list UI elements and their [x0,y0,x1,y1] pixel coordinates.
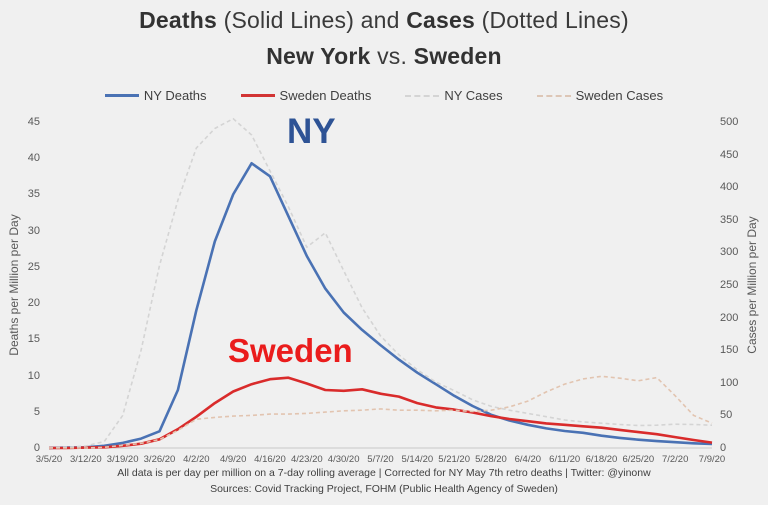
axis-tick-label: 5 [33,405,40,418]
legend-item-ny-deaths: NY Deaths [104,88,207,103]
legend-label: Sweden Deaths [279,88,372,103]
title-deaths: Deaths [139,7,218,33]
legend-swatch [104,94,139,97]
axis-tick-label: 45 [27,116,40,128]
series-ny-cases [48,117,713,449]
series-ny-deaths [48,162,713,450]
title-new-york: New York [266,43,371,69]
footer-note: All data is per day per million on a 7-d… [117,467,651,479]
y-axis-right-ticks: 500 450 400 350 300 250 200 150 100 50 0 [720,115,760,455]
chart-legend: NY Deaths Sweden Deaths NY Cases Sweden Cas… [0,88,768,103]
chart-title-line2: New York vs. Sweden [0,43,768,70]
axis-tick-label: 0 [720,441,727,454]
axis-tick-label: 250 [720,278,739,291]
title-cases: Cases [406,7,475,33]
axis-tick-label: 150 [720,344,739,357]
axis-tick-label: 300 [720,246,739,259]
title-dotted-note: (Dotted Lines) [475,7,629,33]
legend-swatch [405,94,440,97]
axis-tick-label: 100 [720,376,739,389]
axis-tick-label: 10 [27,369,40,382]
title-vs: vs. [370,43,414,69]
axis-tick-label: 35 [27,188,40,201]
footer-sources: Sources: Covid Tracking Project, FOHM (P… [210,483,558,495]
axis-tick-label: 50 [720,409,733,422]
series-sweden-deaths [49,376,713,450]
axis-tick-label: 30 [27,224,40,237]
annotation-sweden: Sweden [228,332,353,369]
series-sweden-cases [49,375,713,449]
legend-label: Sweden Cases [575,88,664,103]
annotation-ny: NY [287,112,336,151]
legend-label: NY Deaths [143,88,207,103]
title-solid-note: (Solid Lines) and [217,7,407,33]
legend-swatch [536,94,571,97]
axis-tick-label: 15 [27,333,40,346]
y-axis-left-title: Deaths per Million per Day [7,214,21,356]
axis-tick-label: 40 [27,152,40,165]
axis-tick-label: 500 [720,116,739,128]
axis-tick-label: 200 [720,311,739,324]
axis-tick-label: 20 [27,297,40,310]
axis-tick-label: 25 [27,260,40,273]
legend-label: NY Cases [444,88,503,103]
axis-tick-label: 400 [720,181,739,194]
legend-item-ny-cases: NY Cases [405,88,503,103]
chart-title-line1: Deaths (Solid Lines) and Cases (Dotted L… [0,7,768,34]
legend-swatch [240,94,275,97]
axis-tick-label: 0 [33,441,40,454]
axis-tick-label: 450 [720,148,739,161]
legend-item-sweden-deaths: Sweden Deaths [240,88,372,103]
legend-item-sweden-cases: Sweden Cases [536,88,664,103]
title-sweden: Sweden [413,43,502,69]
y-axis-right-title: Cases per Million per Day [745,216,759,354]
axis-tick-label: 350 [720,213,739,226]
y-axis-left-ticks: 45 40 35 30 25 20 15 10 5 0 [0,115,40,455]
